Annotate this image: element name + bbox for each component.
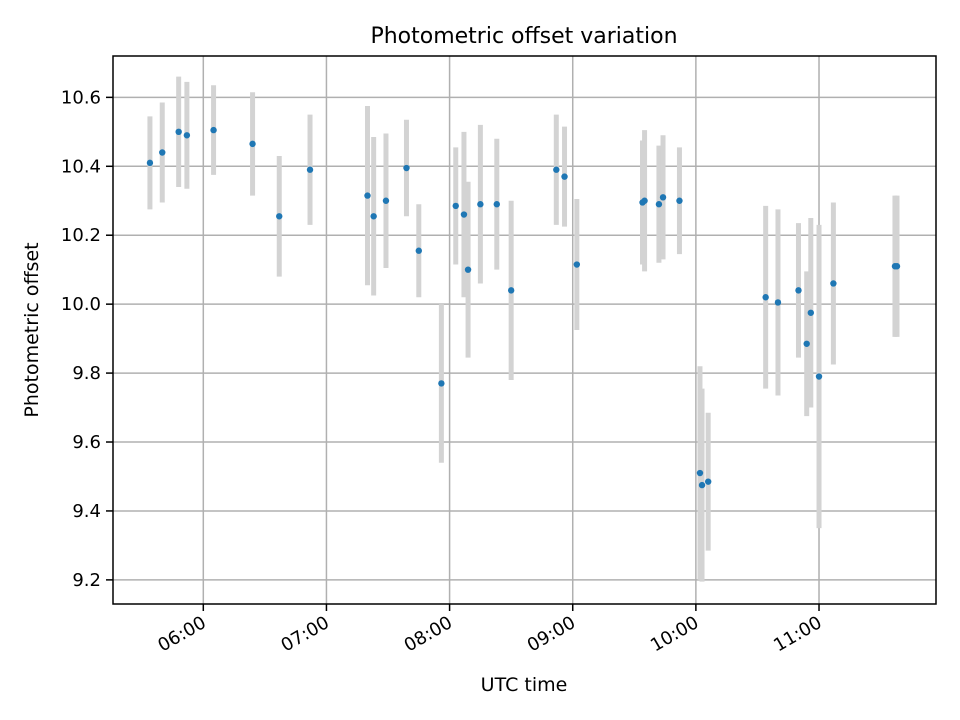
data-point (210, 126, 217, 134)
y-tick-label: 10.4 (61, 156, 101, 177)
data-point (893, 263, 901, 270)
data-point (146, 159, 154, 167)
y-tick-label: 10.2 (61, 225, 101, 246)
data-point (464, 266, 472, 273)
y-tick-label: 9.8 (72, 363, 101, 384)
data-point (655, 201, 663, 208)
data-point (561, 173, 568, 180)
data-point (306, 166, 314, 173)
data-point (659, 194, 667, 201)
data-point (830, 280, 837, 287)
chart-title: Photometric offset variation (370, 24, 677, 49)
data-point (762, 294, 769, 301)
data-point (795, 287, 802, 294)
data-point (183, 132, 191, 139)
data-point (774, 299, 782, 306)
data-point (507, 287, 515, 294)
data-point (696, 469, 704, 477)
data-point (452, 202, 459, 210)
y-axis-label: Photometric offset (21, 242, 43, 417)
data-point (415, 247, 423, 254)
data-point (641, 197, 648, 204)
data-point (403, 164, 410, 172)
data-point (493, 201, 500, 208)
data-point (803, 340, 810, 347)
y-tick-label: 9.4 (72, 501, 101, 522)
y-tick-label: 10.0 (61, 294, 101, 315)
data-point (477, 201, 484, 208)
data-point (553, 166, 560, 173)
y-tick-label: 10.6 (61, 87, 101, 108)
data-point (159, 149, 166, 156)
data-point (249, 140, 256, 148)
data-point (382, 197, 390, 204)
data-point (698, 481, 706, 489)
data-point (438, 380, 445, 387)
data-point (370, 213, 377, 220)
data-point (704, 478, 712, 485)
data-point (175, 128, 182, 136)
plot-frame (112, 55, 937, 605)
data-point (276, 213, 283, 220)
data-point (573, 261, 581, 268)
data-point (460, 211, 468, 218)
y-tick-label: 9.6 (72, 432, 101, 453)
data-point (807, 309, 815, 316)
data-point (364, 192, 371, 199)
y-tick-label: 9.2 (72, 570, 101, 591)
data-point (815, 373, 823, 380)
point-layer (146, 126, 901, 489)
x-axis-label: UTC time (481, 674, 568, 696)
data-point (676, 197, 683, 204)
